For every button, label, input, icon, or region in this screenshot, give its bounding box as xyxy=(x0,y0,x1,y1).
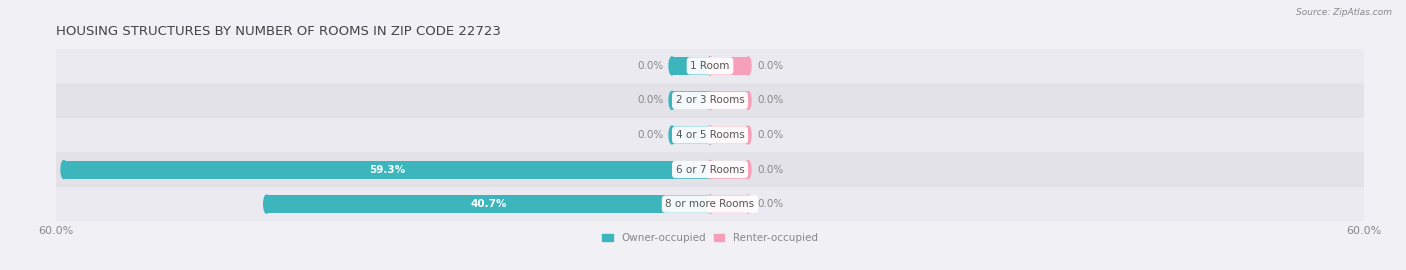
Text: 0.0%: 0.0% xyxy=(637,130,664,140)
Bar xyxy=(710,126,748,144)
Text: 0.0%: 0.0% xyxy=(756,61,783,71)
Circle shape xyxy=(669,126,675,144)
Circle shape xyxy=(745,161,751,178)
Bar xyxy=(63,161,710,178)
Bar xyxy=(710,57,748,75)
Text: 0.0%: 0.0% xyxy=(756,199,783,209)
Circle shape xyxy=(745,57,751,75)
Circle shape xyxy=(745,195,751,213)
Text: 0.0%: 0.0% xyxy=(756,95,783,106)
Bar xyxy=(710,195,748,213)
Circle shape xyxy=(264,195,270,213)
Circle shape xyxy=(745,92,751,109)
Text: 40.7%: 40.7% xyxy=(470,199,506,209)
Circle shape xyxy=(707,57,713,75)
Circle shape xyxy=(669,92,675,109)
Bar xyxy=(267,195,710,213)
Circle shape xyxy=(707,195,713,213)
Circle shape xyxy=(707,126,713,144)
Bar xyxy=(56,83,1364,118)
Text: 0.0%: 0.0% xyxy=(756,164,783,175)
Circle shape xyxy=(707,92,713,109)
Circle shape xyxy=(707,126,713,144)
Bar xyxy=(710,92,748,109)
Circle shape xyxy=(60,161,66,178)
Text: HOUSING STRUCTURES BY NUMBER OF ROOMS IN ZIP CODE 22723: HOUSING STRUCTURES BY NUMBER OF ROOMS IN… xyxy=(56,25,501,38)
Circle shape xyxy=(707,57,713,75)
Bar xyxy=(672,57,710,75)
Bar xyxy=(56,49,1364,83)
Circle shape xyxy=(745,126,751,144)
Text: 8 or more Rooms: 8 or more Rooms xyxy=(665,199,755,209)
Text: 1 Room: 1 Room xyxy=(690,61,730,71)
Text: 0.0%: 0.0% xyxy=(756,130,783,140)
Text: 59.3%: 59.3% xyxy=(368,164,405,175)
Bar xyxy=(672,92,710,109)
Text: 6 or 7 Rooms: 6 or 7 Rooms xyxy=(676,164,744,175)
Bar xyxy=(56,152,1364,187)
Circle shape xyxy=(707,161,713,178)
Circle shape xyxy=(669,57,675,75)
Circle shape xyxy=(707,161,713,178)
Text: 0.0%: 0.0% xyxy=(637,95,664,106)
Bar xyxy=(672,126,710,144)
Legend: Owner-occupied, Renter-occupied: Owner-occupied, Renter-occupied xyxy=(598,229,823,247)
Bar xyxy=(56,187,1364,221)
Circle shape xyxy=(707,92,713,109)
Text: 4 or 5 Rooms: 4 or 5 Rooms xyxy=(676,130,744,140)
Text: Source: ZipAtlas.com: Source: ZipAtlas.com xyxy=(1296,8,1392,17)
Text: 2 or 3 Rooms: 2 or 3 Rooms xyxy=(676,95,744,106)
Text: 0.0%: 0.0% xyxy=(637,61,664,71)
Circle shape xyxy=(707,195,713,213)
Bar xyxy=(56,118,1364,152)
Bar xyxy=(710,161,748,178)
